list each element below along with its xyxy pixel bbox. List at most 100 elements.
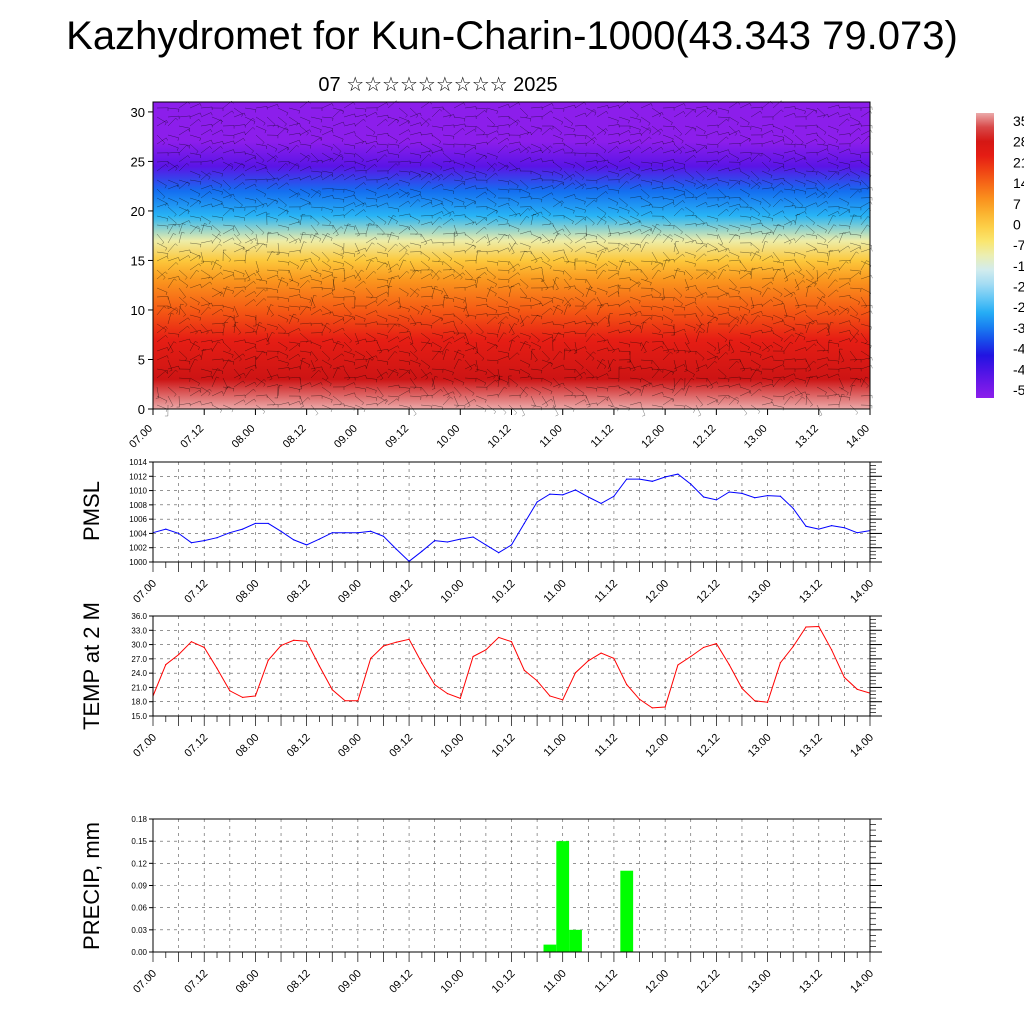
pmsl-xtick-label: 07.00 xyxy=(131,578,159,606)
temp-2m-point xyxy=(280,644,282,647)
precip-frame xyxy=(152,818,871,953)
pmsl-point xyxy=(254,522,257,525)
temp-2m-ytick-label: 36.0 xyxy=(131,612,147,621)
temp-2m-ytick-label: 30.0 xyxy=(131,641,147,650)
pmsl-point xyxy=(830,524,833,527)
pmsl-point xyxy=(741,492,743,495)
heatmap-ytick-label: 30 xyxy=(131,105,145,120)
temp-2m-point xyxy=(165,663,167,666)
temp-2m-xtick-label: 10.12 xyxy=(490,732,518,760)
pmsl-ytick-label: 1002 xyxy=(129,544,147,553)
temp-2m-point xyxy=(267,659,269,661)
temp-2m-xtick-label: 13.00 xyxy=(746,732,774,760)
heatmap-xtick-label: 14.00 xyxy=(844,423,872,451)
pmsl-point xyxy=(587,496,589,498)
pmsl-xtick-label: 11.12 xyxy=(593,578,620,605)
temp-2m-ytick-label: 15.0 xyxy=(131,712,147,721)
wind-barbs xyxy=(155,100,873,417)
temp-2m-point xyxy=(574,672,577,674)
temp-2m-point xyxy=(805,626,807,628)
pmsl-point xyxy=(792,507,794,510)
pmsl-xtick-label: 10.00 xyxy=(438,578,466,606)
temp-2m-grid xyxy=(153,615,870,717)
pmsl-point xyxy=(754,497,756,499)
colorbar-label: 7 xyxy=(1013,196,1021,212)
pmsl-ytick-label: 1006 xyxy=(129,515,147,524)
pmsl-ytick-label: 1012 xyxy=(129,472,147,481)
temp-2m-point xyxy=(613,657,615,659)
heatmap-xtick-label: 11.00 xyxy=(537,423,564,450)
temp-2m-point xyxy=(856,688,858,690)
pmsl-point xyxy=(370,530,372,532)
temp-2m-point xyxy=(408,638,410,640)
temp-2m-point xyxy=(331,689,333,691)
temp-2m-point xyxy=(766,701,769,703)
colorbar-label: 21 xyxy=(1013,154,1024,170)
precip-minor-ticks xyxy=(870,824,876,953)
pmsl-grid xyxy=(153,461,870,563)
temp-2m-point xyxy=(293,639,295,641)
pmsl-point xyxy=(779,495,781,497)
heatmap-frame xyxy=(152,101,871,410)
temp-2m-minor-ticks xyxy=(870,619,876,717)
precip-xtick-label: 12.00 xyxy=(643,968,671,996)
temp-2m-point xyxy=(702,646,705,649)
pmsl-point xyxy=(446,541,449,543)
pmsl-xtick-label: 07.12 xyxy=(182,578,210,606)
pmsl-xtick-label: 08.12 xyxy=(285,578,313,606)
precip-xtick-label: 07.12 xyxy=(182,968,210,996)
pmsl-point xyxy=(203,539,205,542)
precip-ytick-label: 0.03 xyxy=(131,926,147,935)
temp-2m-point xyxy=(370,657,372,659)
pmsl-xtick-label: 08.00 xyxy=(234,578,262,606)
pmsl-point xyxy=(382,535,385,537)
colorbar-label: 0 xyxy=(1013,216,1021,232)
temp-2m-point xyxy=(357,700,359,702)
pmsl-ytick-label: 1004 xyxy=(129,529,147,538)
temp-2m-point xyxy=(843,676,845,679)
precip-ytick-label: 0.15 xyxy=(131,837,147,846)
colorbar-label: -14 xyxy=(1013,258,1024,274)
pmsl-point xyxy=(318,538,321,540)
heatmap-xtick-label: 13.00 xyxy=(742,423,770,451)
heatmap-xtick-label: 10.00 xyxy=(434,423,462,451)
pmsl-xtick-label: 09.00 xyxy=(336,578,364,606)
colorbar-label: -49 xyxy=(1013,361,1024,377)
heatmap-ytick-label: 15 xyxy=(131,253,145,268)
precip-ylabel: PRECIP, mm xyxy=(79,822,104,950)
temp-2m-point xyxy=(536,680,538,682)
pmsl-xtick-label: 09.12 xyxy=(387,578,415,606)
pmsl-point xyxy=(280,530,282,532)
temp-2m-xtick-label: 08.00 xyxy=(234,732,262,760)
heatmap-xtick-label: 13.12 xyxy=(793,423,821,451)
temp-2m-point xyxy=(229,690,231,692)
pmsl-minor-ticks xyxy=(870,465,876,563)
temp-2m-xtick-label: 13.12 xyxy=(797,732,825,760)
temp-2m-xtick-label: 11.00 xyxy=(541,732,568,759)
temp-2m-point xyxy=(664,706,666,708)
pmsl-point xyxy=(690,483,692,485)
precip-xtick-label: 09.12 xyxy=(387,968,415,996)
temp-2m-point xyxy=(792,645,794,648)
temp-2m-xtick-label: 10.00 xyxy=(438,732,466,760)
temp-2m-point xyxy=(216,667,218,669)
pmsl-plot-area xyxy=(153,462,870,562)
heatmap-ytick-label: 5 xyxy=(138,352,145,367)
heatmap-xtick-label: 07.00 xyxy=(127,423,155,451)
pmsl-point xyxy=(498,552,500,554)
pmsl-point xyxy=(856,532,858,534)
heatmap-xtick-label: 12.12 xyxy=(691,423,719,451)
temp-2m-plot-area xyxy=(153,616,870,716)
pmsl-point xyxy=(626,478,628,480)
pmsl-point xyxy=(306,544,308,546)
pmsl-ytick-label: 1008 xyxy=(129,501,147,510)
pmsl-ytick-label: 1014 xyxy=(129,458,147,467)
pmsl-ytick-label: 1010 xyxy=(129,487,147,496)
colorbar-label: -42 xyxy=(1013,341,1024,357)
pmsl-xtick-label: 11.00 xyxy=(541,578,568,605)
precip-bar xyxy=(569,929,582,952)
precip-xtick-label: 13.12 xyxy=(797,968,825,996)
precip-ytick-label: 0.18 xyxy=(131,815,147,824)
temp-2m-point xyxy=(498,636,500,639)
heatmap-xtick-label: 10.12 xyxy=(486,423,514,451)
